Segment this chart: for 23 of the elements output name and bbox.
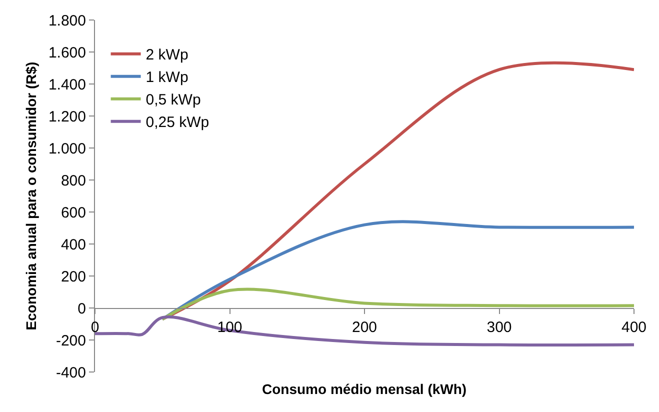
- y-tick-label: -400: [56, 364, 86, 382]
- x-tick-label: 0: [90, 319, 100, 336]
- x-axis-title: Consumo médio mensal (kWh): [262, 381, 467, 397]
- y-tick-label: 1.000: [48, 140, 86, 158]
- y-tick-label: -200: [56, 332, 86, 350]
- y-tick-label: 800: [60, 172, 86, 190]
- x-tick-label: 200: [352, 319, 378, 336]
- y-tick-label: 400: [60, 236, 86, 254]
- y-tick-label: 1.200: [48, 108, 86, 126]
- y-tick-label: 0: [78, 300, 86, 318]
- y-tick-label: 1.600: [48, 44, 86, 62]
- y-tick-label: 1.800: [48, 12, 86, 30]
- y-tick-label: 200: [60, 268, 86, 286]
- y-axis-title: Economia anual para o consumidor (R$): [23, 62, 40, 330]
- x-tick-label: 400: [621, 319, 647, 336]
- y-tick-label: 1.400: [48, 76, 86, 94]
- legend-label: 0,5 kWp: [146, 92, 201, 109]
- y-tick-label: 600: [60, 204, 86, 222]
- legend-label: 2 kWp: [146, 46, 188, 64]
- line-series: [160, 288, 634, 321]
- legend-label: 0,25 kWp: [146, 114, 210, 132]
- legend-label: 1 kWp: [146, 69, 188, 86]
- x-tick-label: 300: [486, 319, 512, 336]
